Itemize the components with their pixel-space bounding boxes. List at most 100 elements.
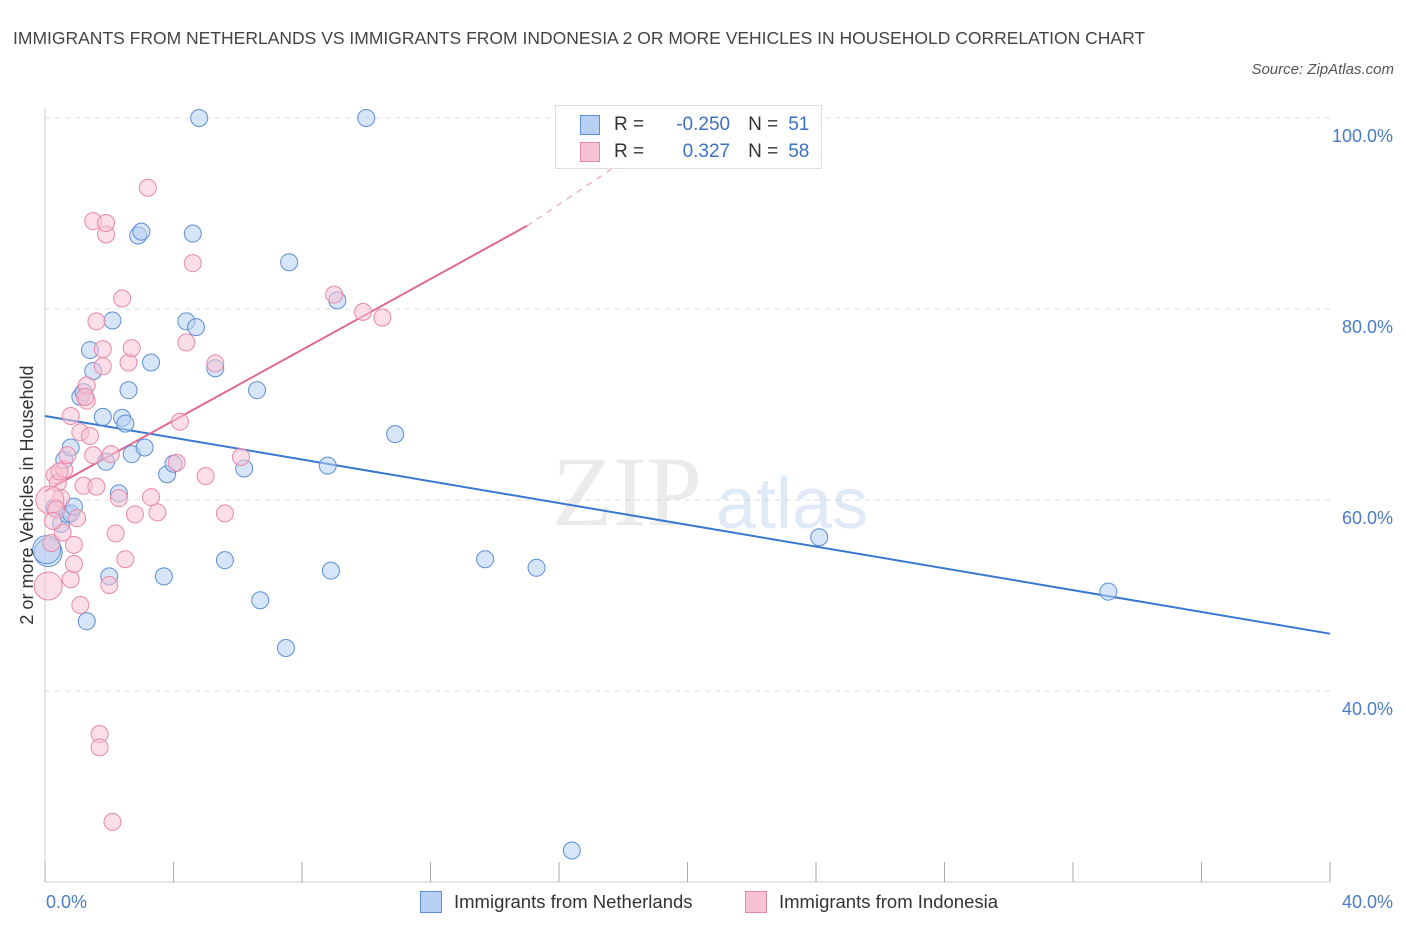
point-indonesia (61, 406, 80, 425)
point-indonesia (101, 445, 120, 464)
y-tick-label: 80.0% (1342, 317, 1393, 337)
point-netherlands (183, 224, 202, 243)
indonesia-legend-label: Immigrants from Indonesia (779, 891, 999, 912)
point-netherlands (190, 109, 209, 127)
netherlands-legend-swatch (420, 891, 442, 913)
point-netherlands (251, 591, 270, 610)
y-tick-label: 60.0% (1342, 508, 1393, 528)
point-indonesia (33, 571, 63, 601)
x-tick-label: 40.0% (1342, 892, 1393, 912)
point-netherlands (357, 109, 376, 127)
netherlands-legend-label: Immigrants from Netherlands (454, 891, 693, 912)
point-netherlands (562, 841, 581, 860)
point-netherlands (321, 561, 340, 580)
point-indonesia (97, 214, 116, 233)
x-tick-label: 0.0% (46, 892, 87, 912)
point-indonesia (64, 535, 83, 554)
point-indonesia (93, 340, 112, 359)
point-indonesia (64, 554, 83, 573)
point-netherlands (154, 567, 173, 586)
point-indonesia (50, 462, 69, 481)
point-indonesia (103, 812, 122, 831)
gridlines (45, 117, 1330, 692)
indonesia-n-value: 58 (788, 141, 810, 162)
point-indonesia (116, 550, 135, 569)
y-axis-title: 2 or more Vehicles in Household (17, 365, 37, 624)
chart-title: IMMIGRANTS FROM NETHERLANDS VS IMMIGRANT… (13, 28, 1146, 48)
point-netherlands (476, 550, 495, 569)
watermark: ZIP atlas (552, 436, 868, 547)
point-indonesia (71, 596, 90, 615)
point-indonesia (93, 357, 112, 376)
point-indonesia (196, 467, 215, 486)
point-indonesia (100, 575, 119, 594)
point-netherlands (810, 528, 829, 547)
netherlands-r-label: R = (614, 114, 645, 135)
point-netherlands (77, 612, 96, 631)
indonesia-swatch (580, 142, 600, 162)
point-netherlands (142, 353, 161, 372)
point-netherlands (135, 438, 154, 457)
point-netherlands (318, 456, 337, 475)
point-indonesia (80, 427, 99, 446)
netherlands-n-label: N = (748, 114, 779, 135)
point-indonesia (106, 524, 125, 543)
point-netherlands (386, 425, 405, 444)
point-netherlands (527, 558, 546, 577)
point-netherlands (132, 222, 151, 241)
trendline-indonesia (44, 225, 528, 493)
indonesia-n-label: N = (748, 141, 779, 162)
indonesia-r-value: 0.327 (682, 141, 731, 162)
point-indonesia (61, 570, 80, 589)
point-indonesia (76, 387, 95, 406)
point-indonesia (58, 446, 77, 465)
point-indonesia (113, 289, 132, 308)
point-indonesia (138, 178, 157, 197)
data-points (32, 109, 1118, 860)
trendline-netherlands (44, 414, 1331, 635)
point-indonesia (44, 512, 63, 531)
point-netherlands (103, 311, 122, 330)
point-netherlands (93, 407, 112, 426)
point-indonesia (148, 503, 167, 522)
point-indonesia (177, 333, 196, 352)
point-indonesia (142, 488, 161, 507)
y-tick-label: 40.0% (1342, 699, 1393, 719)
point-netherlands (248, 381, 267, 400)
legend-item-netherlands[interactable]: Immigrants from Netherlands (420, 889, 693, 915)
netherlands-r-value: -0.250 (676, 114, 731, 135)
point-indonesia (170, 412, 189, 431)
point-indonesia (109, 489, 128, 508)
point-indonesia (167, 453, 186, 472)
point-indonesia (325, 285, 344, 304)
source-label: Source: ZipAtlas.com (1251, 61, 1394, 78)
point-indonesia (53, 523, 72, 542)
legend-row-netherlands: R = -0.250 N = 51 (580, 112, 809, 138)
point-netherlands (280, 253, 299, 272)
point-netherlands (215, 551, 234, 570)
point-netherlands (1099, 582, 1118, 601)
point-netherlands (276, 639, 295, 658)
point-indonesia (231, 448, 250, 467)
netherlands-n-value: 51 (788, 114, 810, 135)
netherlands-swatch (580, 115, 600, 135)
watermark-zip: ZIP (552, 436, 702, 547)
point-indonesia (183, 254, 202, 273)
point-indonesia (68, 509, 87, 528)
point-indonesia (206, 354, 225, 373)
point-indonesia (87, 477, 106, 496)
point-indonesia (125, 505, 144, 524)
watermark-atlas: atlas (716, 464, 868, 544)
point-indonesia (90, 738, 109, 757)
indonesia-legend-swatch (745, 891, 767, 913)
point-indonesia (215, 504, 234, 523)
tick-labels: 40.0% 60.0% 80.0% 100.0% 0.0% 40.0% (46, 126, 1393, 912)
point-indonesia (354, 302, 373, 321)
point-indonesia (87, 312, 106, 331)
legend-row-indonesia: R = 0.327 N = 58 (580, 139, 809, 165)
point-netherlands (116, 414, 135, 433)
indonesia-r-label: R = (614, 141, 645, 162)
legend-item-indonesia[interactable]: Immigrants from Indonesia (745, 889, 998, 915)
point-indonesia (84, 446, 103, 465)
